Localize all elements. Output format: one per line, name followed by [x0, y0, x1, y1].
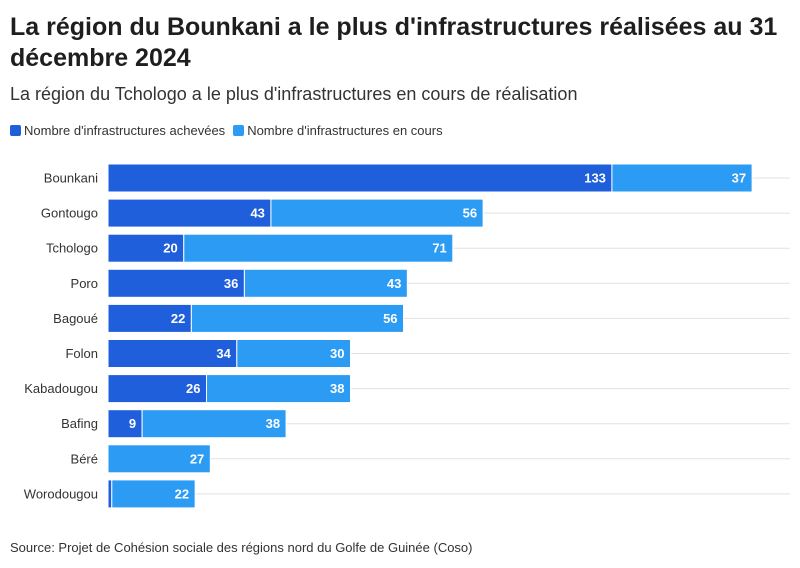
- data-label-completed: 36: [224, 276, 238, 291]
- bar-ongoing: [611, 163, 753, 193]
- legend-label-completed: Nombre d'infrastructures achevées: [24, 123, 226, 138]
- category-label: Bagoué: [53, 311, 98, 326]
- legend-swatch-completed: [10, 125, 21, 136]
- data-label-ongoing: 56: [383, 311, 397, 326]
- bar-ongoing: [183, 233, 454, 263]
- bar-ongoing: [236, 339, 351, 368]
- data-label-completed: 22: [171, 311, 185, 326]
- data-label-ongoing: 71: [432, 241, 446, 256]
- bar-chart: Bounkani 133 37 Gontougo 43 56 Tchologo 20 71 Por…: [24, 163, 790, 509]
- data-label-ongoing: 38: [330, 381, 344, 396]
- bar-completed: [107, 233, 185, 263]
- bar-ongoing: [206, 374, 351, 404]
- data-label-completed: 43: [250, 206, 264, 221]
- data-label-ongoing: 37: [732, 171, 746, 186]
- category-label: Poro: [71, 276, 98, 291]
- legend-label-ongoing: Nombre d'infrastructures en cours: [247, 123, 443, 138]
- bar-completed: [107, 339, 238, 368]
- legend: Nombre d'infrastructures achevées Nombre…: [10, 123, 451, 138]
- bar-ongoing: [243, 268, 408, 298]
- data-label-ongoing: 27: [190, 451, 204, 466]
- data-label-ongoing: 30: [330, 346, 344, 361]
- legend-item-completed: Nombre d'infrastructures achevées: [10, 123, 225, 138]
- bar-completed: [107, 479, 113, 509]
- data-label-ongoing: 43: [387, 276, 401, 291]
- bar-completed: [107, 409, 143, 439]
- data-label-completed: 20: [163, 241, 177, 256]
- data-label-ongoing: 22: [175, 486, 189, 501]
- category-label: Bafing: [61, 416, 98, 431]
- data-label-completed: 26: [186, 381, 200, 396]
- data-label-completed: 133: [584, 171, 606, 186]
- bar-ongoing: [141, 409, 287, 439]
- category-label: Gontougo: [41, 206, 98, 221]
- category-label: Folon: [65, 346, 98, 361]
- bar-completed: [107, 198, 272, 228]
- category-label: Béré: [71, 451, 98, 466]
- bar-completed: [107, 163, 613, 193]
- bar-ongoing: [270, 198, 484, 228]
- data-label-ongoing: 38: [266, 416, 280, 431]
- bar-ongoing: [111, 479, 196, 509]
- category-label: Bounkani: [44, 171, 98, 186]
- bar-ongoing: [107, 444, 211, 474]
- category-label: Tchologo: [46, 241, 98, 256]
- source-note: Source: Projet de Cohésion sociale des r…: [10, 540, 473, 555]
- chart-title: La région du Bounkani a le plus d'infras…: [10, 13, 778, 72]
- legend-item-ongoing: Nombre d'infrastructures en cours: [233, 123, 443, 138]
- chart-subtitle: La région du Tchologo a le plus d'infras…: [10, 84, 578, 104]
- bar-ongoing: [190, 303, 405, 333]
- data-label-ongoing: 56: [463, 206, 477, 221]
- legend-swatch-ongoing: [233, 125, 245, 136]
- data-label-completed: 34: [216, 346, 231, 361]
- bar-completed: [107, 268, 245, 298]
- category-label: Kabadougou: [24, 381, 98, 396]
- category-label: Worodougou: [24, 486, 98, 501]
- data-label-completed: 9: [129, 416, 136, 431]
